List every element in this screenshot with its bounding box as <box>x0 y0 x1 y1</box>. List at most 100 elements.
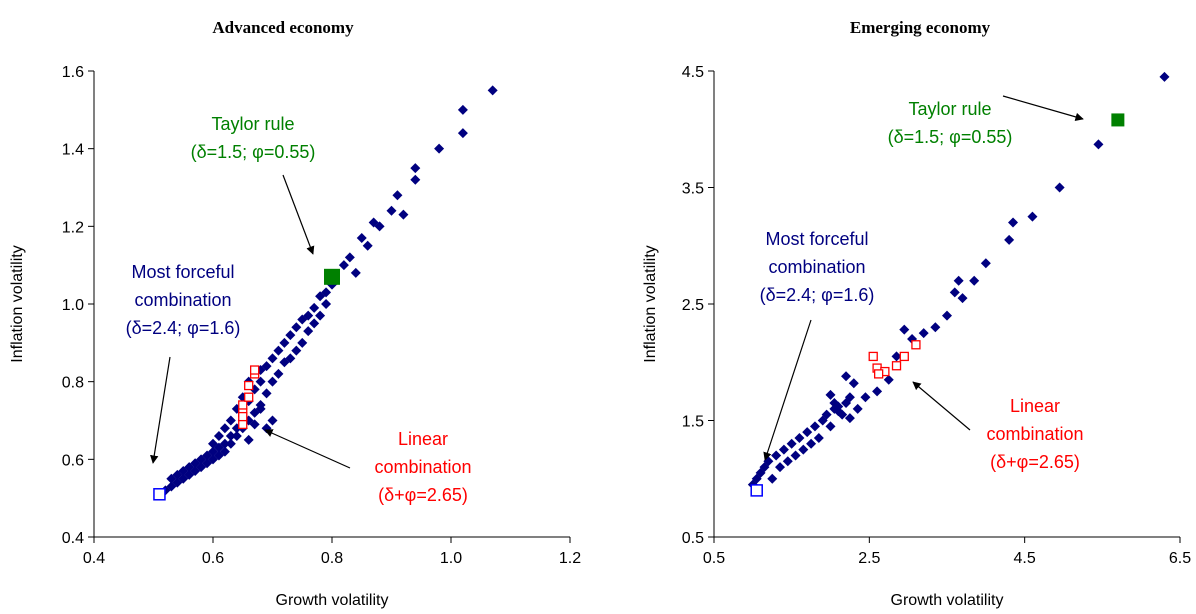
taylor-rule-annotation: Taylor rule (δ=1.5; φ=0.55) <box>888 99 1013 147</box>
annotation-line: (δ=2.4; φ=1.6) <box>126 318 241 338</box>
annotation-arrow <box>150 356 171 464</box>
x-tick-label: 1.2 <box>559 550 581 567</box>
scatter-point <box>809 421 820 432</box>
scatter-point <box>852 403 863 414</box>
y-axis-label: Inflation volatility <box>642 245 659 362</box>
linear-combination-point <box>868 351 878 362</box>
chart-panel-1: Advanced economy 0.4 0.6 0.8 1.0 1.2 0.4 0.6 0.8… <box>9 18 581 609</box>
y-tick-label: 4.5 <box>682 64 704 81</box>
scatter-point <box>848 378 859 389</box>
scatter-point <box>291 322 302 333</box>
scatter-point <box>1159 71 1170 82</box>
scatter-point <box>267 353 278 364</box>
scatter-point <box>813 432 824 443</box>
scatter-point <box>825 389 836 400</box>
scatter-point <box>949 287 960 298</box>
scatter-point <box>953 275 964 286</box>
scatter-point <box>309 302 320 313</box>
linear-combination-point <box>238 411 248 422</box>
scatter-point <box>350 267 361 278</box>
scatter-point <box>291 345 302 356</box>
scatter-point <box>1093 139 1104 150</box>
x-tick-label: 0.6 <box>202 550 224 567</box>
scatter-point <box>806 438 817 449</box>
scatter-point <box>1008 217 1019 228</box>
y-tick-label: 0.6 <box>62 452 84 469</box>
x-tick-label: 1.0 <box>440 550 462 567</box>
scatter-point <box>225 415 236 426</box>
scatter-point <box>841 371 852 382</box>
scatter-point <box>321 287 332 298</box>
scatter-point <box>883 374 894 385</box>
annotation-arrow <box>282 174 315 255</box>
scatter-point <box>833 406 844 417</box>
scatter-point <box>309 318 320 329</box>
taylor-rule-point <box>324 268 340 285</box>
scatter-point <box>255 376 266 387</box>
scatter-point <box>980 258 991 269</box>
scatter-point <box>261 361 272 372</box>
y-tick-label: 3.5 <box>682 181 704 198</box>
y-tick-label: 2.5 <box>682 297 704 314</box>
scatter-point <box>225 438 236 449</box>
scatter-point <box>1027 211 1038 222</box>
x-tick-label: 0.5 <box>703 550 725 567</box>
scatter-point <box>386 205 397 216</box>
annotation-arrow <box>763 319 812 461</box>
most-forceful-point <box>750 484 763 497</box>
scatter-point <box>321 299 332 309</box>
linear-combination-annotation: Linear combination (δ+φ=2.65) <box>374 429 471 505</box>
scatter-point <box>255 403 266 414</box>
scatter-point <box>860 392 871 403</box>
scatter-point <box>285 353 296 364</box>
scatter-point <box>213 431 224 442</box>
scatter-point <box>219 438 230 449</box>
linear-combination-point <box>874 369 884 379</box>
scatter-point <box>767 473 778 484</box>
most-forceful-point <box>153 488 166 501</box>
scatter-point <box>778 444 789 455</box>
taylor-rule-annotation: Taylor rule (δ=1.5; φ=0.55) <box>191 114 316 162</box>
y-tick-label: 1.4 <box>62 142 84 159</box>
linear-combination-point <box>911 340 921 350</box>
scatter-point <box>362 240 373 251</box>
linear-combination-point <box>899 351 909 362</box>
scatter-point <box>356 232 367 243</box>
y-axis-label: Inflation volatility <box>9 245 26 362</box>
y-tick-label: 0.4 <box>62 530 84 547</box>
scatter-point <box>918 328 929 339</box>
y-tick-label: 1.0 <box>62 297 84 314</box>
scatter-point <box>794 432 805 443</box>
annotation-line: (δ=1.5; φ=0.55) <box>888 127 1013 147</box>
annotation-line: combination <box>134 290 231 310</box>
annotation-line: Taylor rule <box>211 114 294 134</box>
scatter-point <box>899 324 910 335</box>
annotation-line: Linear <box>398 429 448 449</box>
scatter-point <box>273 368 284 379</box>
scatter-point <box>891 351 902 362</box>
scatter-point <box>243 434 254 445</box>
scatter-point <box>457 104 468 115</box>
x-tick-label: 2.5 <box>858 550 880 567</box>
taylor-rule-point <box>1111 113 1125 127</box>
linear-combination-point <box>891 361 902 371</box>
scatter-point <box>374 221 385 232</box>
scatter-point <box>273 345 284 356</box>
scatter-point <box>225 431 236 442</box>
scatter-point <box>1004 234 1015 245</box>
scatter-point <box>285 330 296 341</box>
scatter-point <box>315 310 326 321</box>
scatter-point <box>410 174 421 185</box>
scatter-point <box>261 388 272 399</box>
scatter-point <box>844 413 855 424</box>
scatter-point <box>872 386 883 397</box>
scatter-point <box>782 456 793 467</box>
scatter-point <box>786 438 797 449</box>
x-tick-label: 0.4 <box>83 550 105 567</box>
annotation-line: Most forceful <box>131 262 234 282</box>
scatter-point <box>344 252 355 263</box>
scatter-point <box>338 260 349 271</box>
scatter-point <box>1054 182 1065 193</box>
x-axis-label: Growth volatility <box>891 592 1004 609</box>
scatter-point <box>825 421 836 432</box>
